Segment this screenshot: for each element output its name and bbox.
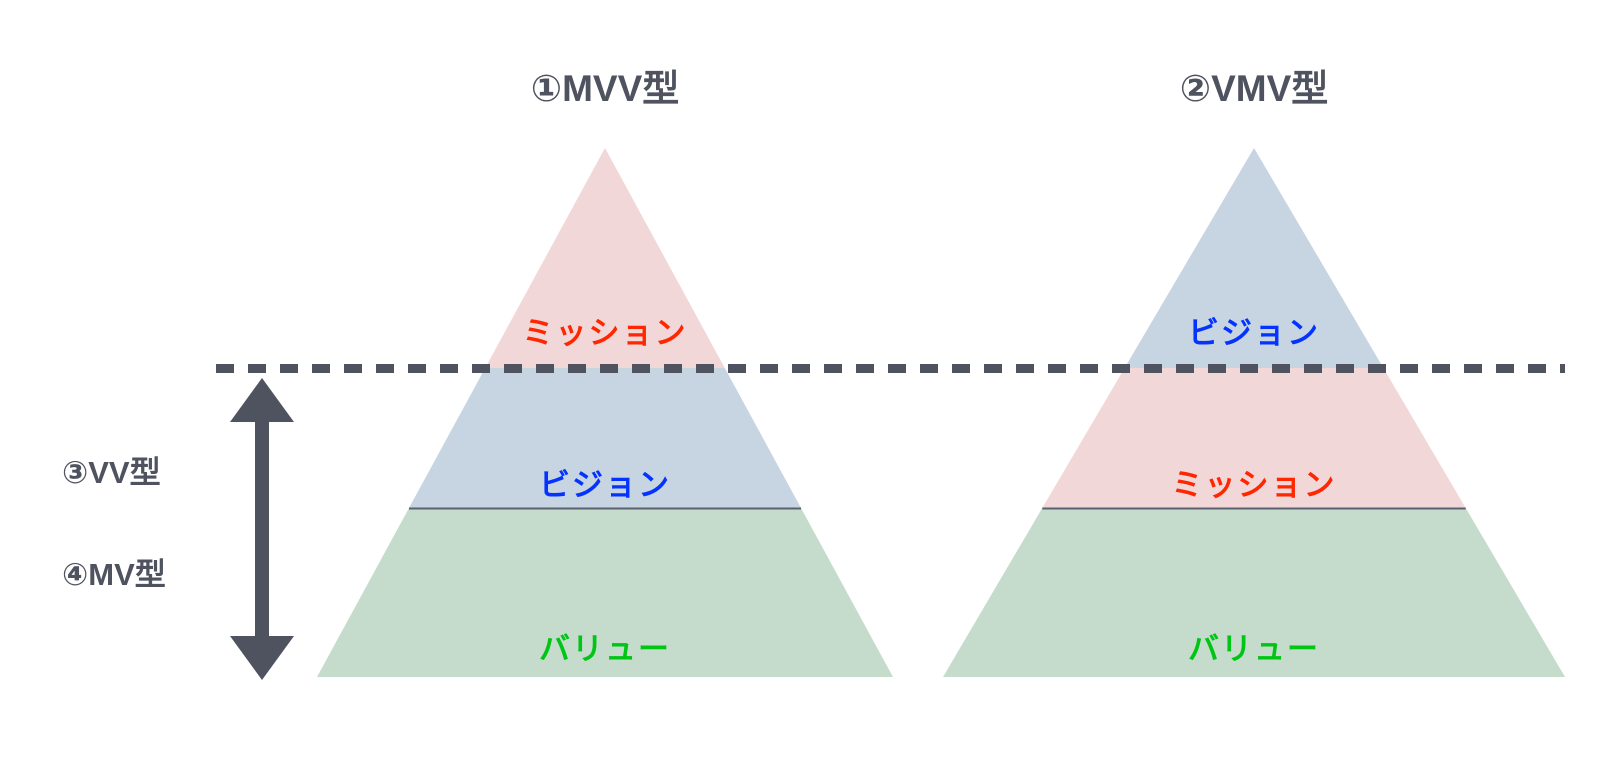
side-label-mv-type: ④MV型: [62, 557, 166, 592]
pyramid-title-vmv: ②VMV型: [1179, 68, 1329, 109]
pyramid-mvv-tier-mission: [485, 148, 725, 368]
range-arrow-shaft: [255, 390, 269, 640]
pyramid-vmv-label-value: バリュー: [1188, 631, 1320, 667]
range-arrow-head-up: [230, 378, 294, 422]
pyramid-mvv-label-mission: ミッション: [522, 315, 688, 351]
pyramid-vmv-tier-value: [943, 508, 1565, 677]
pyramid-vmv-label-vision: ビジョン: [1188, 315, 1320, 351]
pyramid-vmv-label-mission: ミッション: [1171, 467, 1337, 503]
pyramid-mvv-tier-value: [317, 508, 893, 677]
range-arrow-head-down: [230, 636, 294, 680]
range-arrow: [230, 378, 294, 680]
side-label-vv-type: ③VV型: [62, 455, 161, 490]
pyramid-title-mvv: ①MVV型: [530, 68, 680, 109]
pyramid-mvv-label-vision: ビジョン: [539, 467, 671, 503]
pyramid-vmv-tier-mission: [1042, 368, 1466, 508]
pyramid-mvv-tier-vision: [409, 368, 801, 508]
pyramid-mvv: [317, 148, 893, 677]
pyramid-vmv: [943, 148, 1565, 677]
pyramid-vmv-tier-vision: [1124, 148, 1384, 368]
pyramid-mvv-label-value: バリュー: [539, 631, 671, 667]
